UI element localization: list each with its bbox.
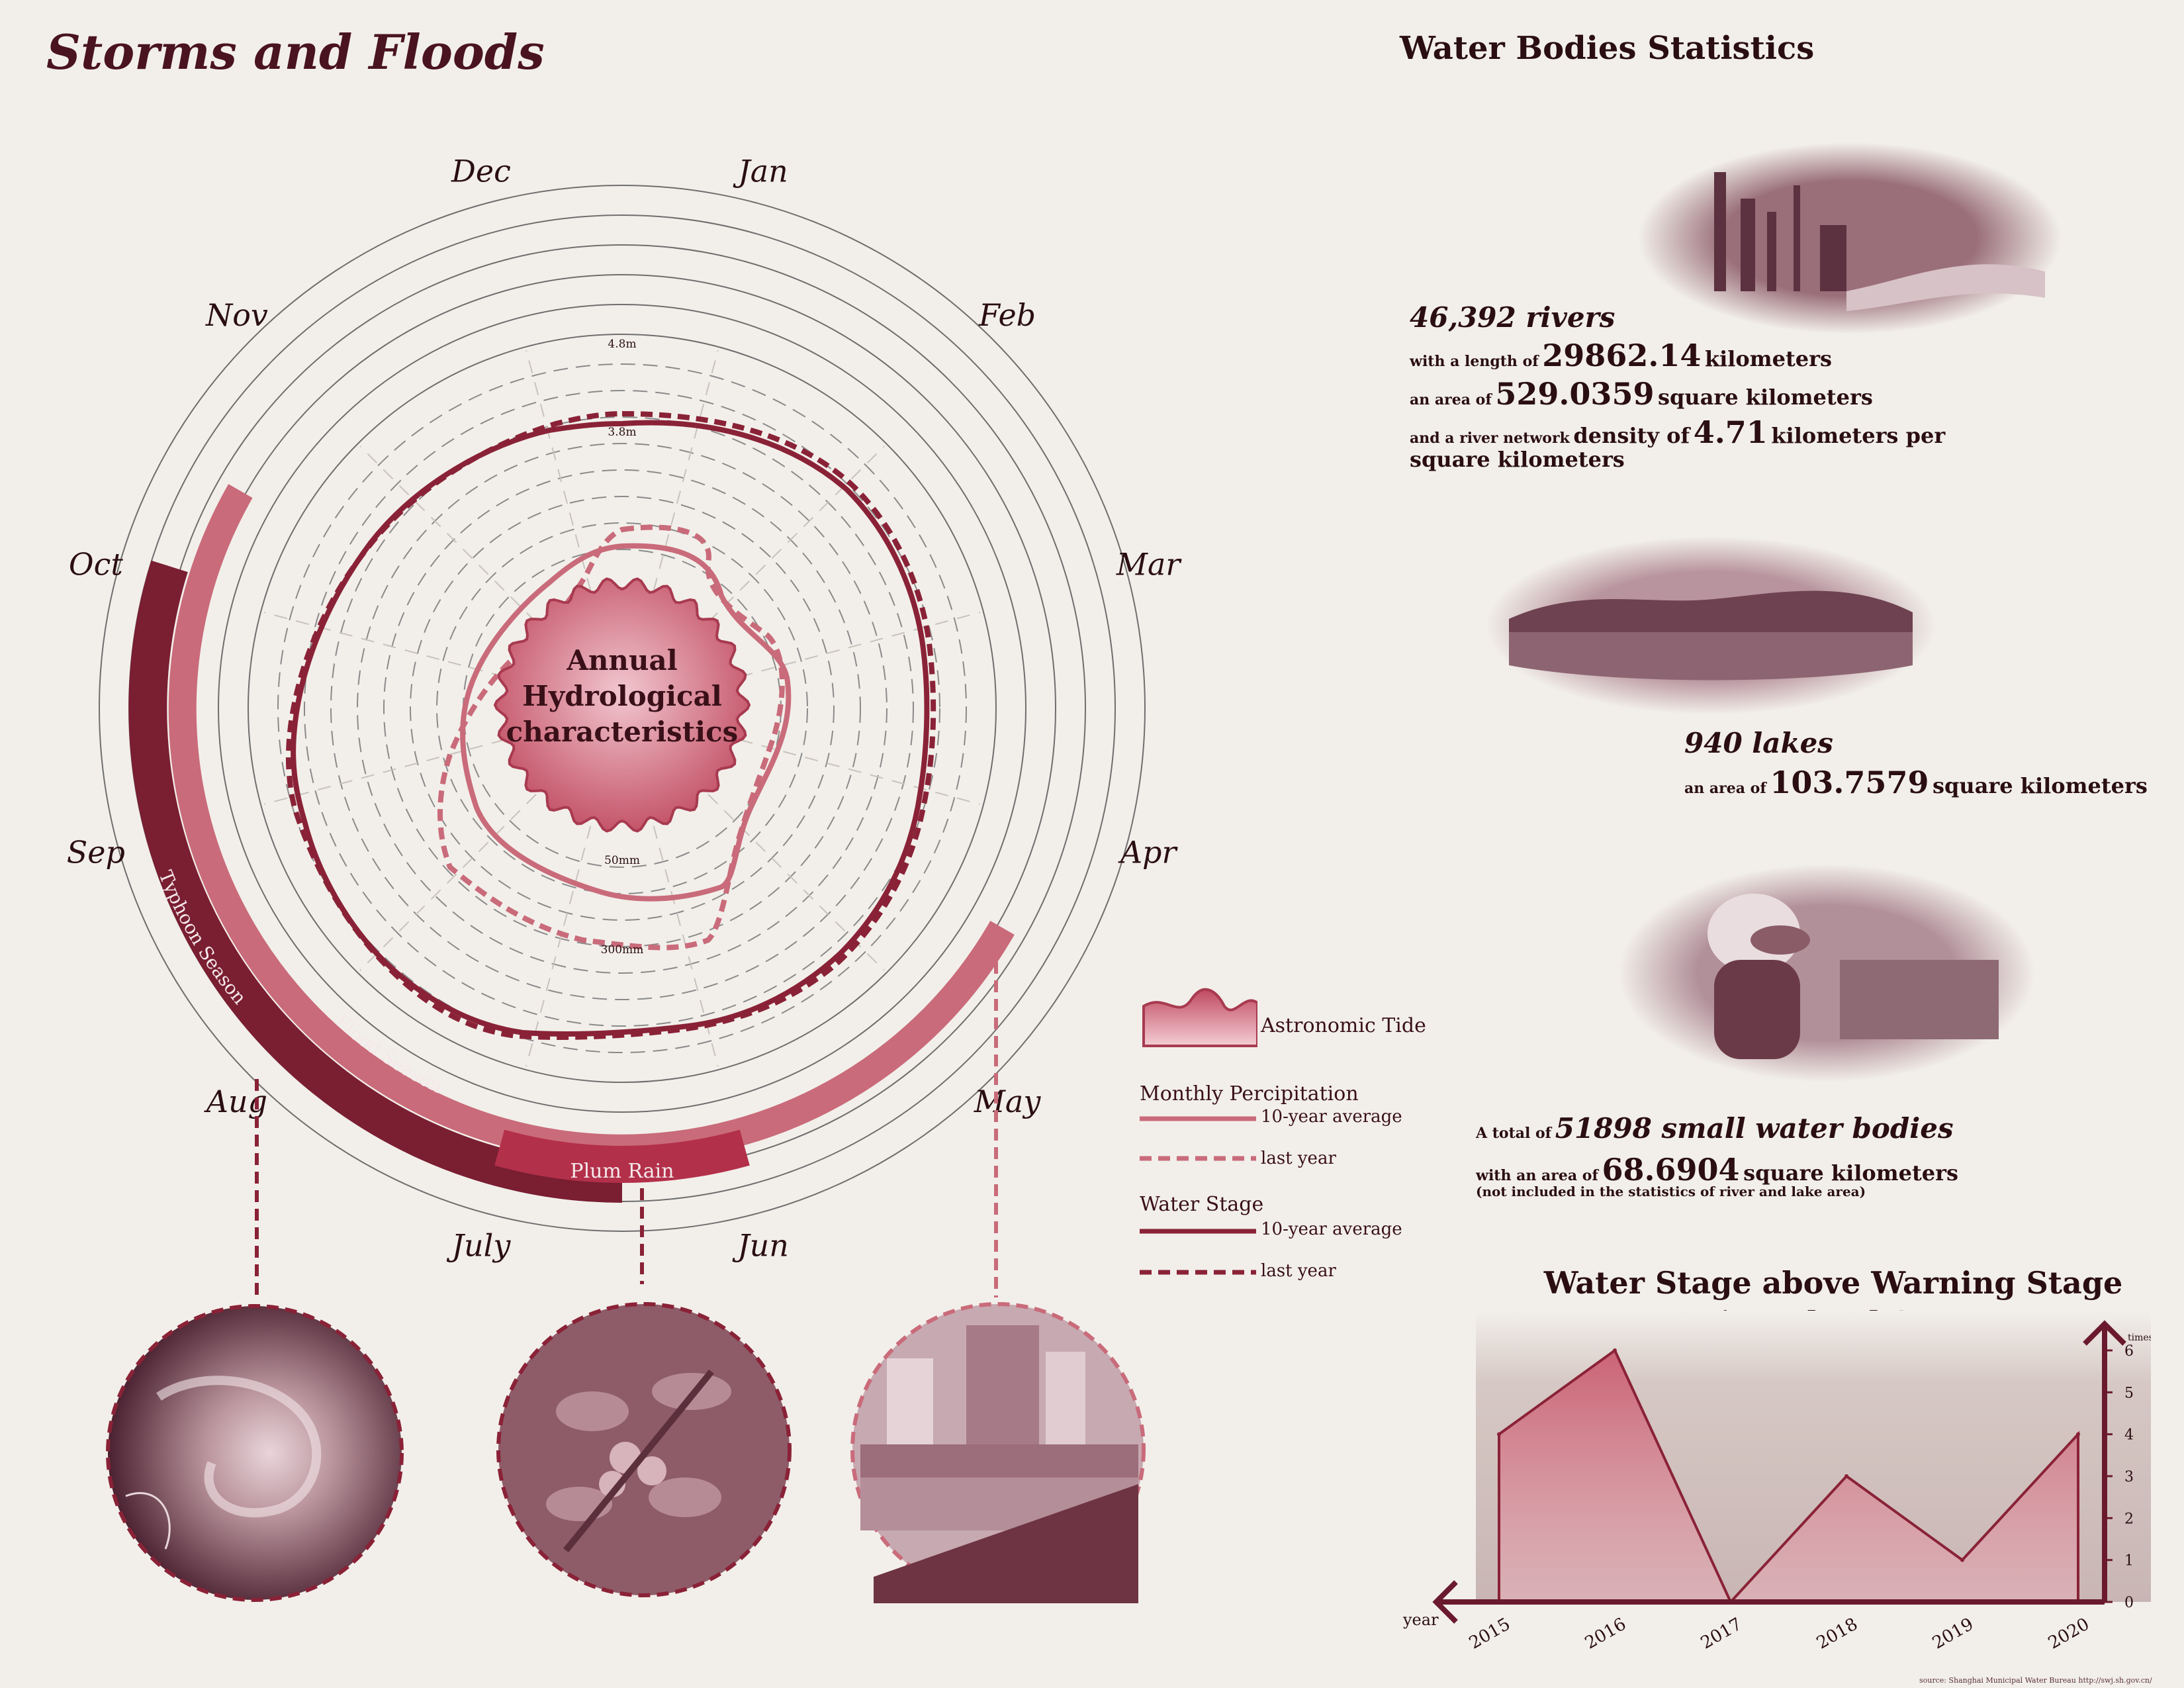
- data-point-2015: [1497, 1432, 1501, 1436]
- radial-spoke: [717, 612, 981, 684]
- y-tick-3: 3: [2124, 1469, 2134, 1485]
- y-tick-6: 6: [2124, 1343, 2134, 1360]
- rivers-area: an area of 529.0359 square kilometers: [1410, 376, 1873, 412]
- x-axis-label: year: [1402, 1611, 1439, 1629]
- month-label-apr: Apr: [1118, 834, 1179, 870]
- x-tick-2017: 2017: [1698, 1615, 1745, 1654]
- x-tick-2020: 2020: [2045, 1615, 2093, 1654]
- y-axis-arrow: [2083, 1320, 2126, 1346]
- ring-inner-2: [304, 390, 940, 1027]
- small-water-bodies-count: A total of 51898 small water bodies: [1476, 1112, 1954, 1145]
- month-label-sep: Sep: [67, 834, 125, 870]
- rivers-density: and a river network density of 4.71 kilo…: [1410, 414, 1946, 450]
- ring-label-3-8m: 3.8m: [608, 426, 636, 439]
- astronomic-tide-icon: [1142, 988, 1257, 1047]
- radial-spoke: [525, 350, 598, 613]
- data-point-2018: [1844, 1474, 1848, 1478]
- ring-label-300mm: 300mm: [601, 943, 644, 957]
- y-tick-2: 2: [2124, 1511, 2134, 1527]
- small-water-bodies-note: (not included in the statistics of river…: [1476, 1184, 1866, 1199]
- center-label-line3: characteristics: [506, 716, 739, 748]
- typhoon-satellite-photo: [106, 1304, 404, 1602]
- legend-precip-avg-label: 10-year average: [1261, 1107, 1402, 1127]
- plum-fruit-photo: [496, 1302, 792, 1597]
- center-badge: [493, 577, 751, 833]
- small-water-bodies-area: with an area of 68.6904 square kilometer…: [1476, 1152, 1958, 1188]
- plum-rain-arc: [494, 1129, 750, 1183]
- data-point-2019: [1960, 1558, 1964, 1562]
- x-tick-2018: 2018: [1813, 1615, 1861, 1654]
- y-tick-5: 5: [2124, 1385, 2134, 1401]
- x-tick-2019: 2019: [1929, 1615, 1977, 1654]
- center-label-line1: Annual: [566, 644, 677, 677]
- precip-10yr-average-curve: [460, 543, 792, 902]
- plum-rain-label: Plum Rain: [570, 1160, 674, 1183]
- radial-spoke: [647, 350, 719, 613]
- water-bodies-title: Water Bodies Statistics: [1400, 30, 1815, 67]
- lakes-count: 940 lakes: [1684, 727, 1833, 759]
- ring-outer-1: [99, 185, 1146, 1232]
- duck-statue-photo: [1618, 864, 2035, 1082]
- y-tick-0: 0: [2124, 1595, 2134, 1611]
- ring-outer-5: [218, 304, 1026, 1113]
- month-label-oct: Oct: [69, 547, 123, 583]
- month-label-dec: Dec: [451, 154, 511, 189]
- x-tick-2015: 2015: [1466, 1615, 1514, 1654]
- y-axis-label: times: [2128, 1333, 2151, 1343]
- data-point-2020: [2076, 1432, 2080, 1436]
- ring-inner-1: [277, 363, 967, 1053]
- legend-stage-last-label: last year: [1261, 1261, 1336, 1281]
- lakes-area: an area of 103.7579 square kilometers: [1684, 765, 2148, 800]
- photo-connectors: [255, 943, 998, 1297]
- water-stage-chart: 0 1 2 3 4 5 6 2015 2016 2017 2018 2019 2020 year ti…: [1402, 1311, 2151, 1654]
- source-note: source: Shanghai Municipal Water Bureau …: [1919, 1676, 2152, 1685]
- page-title: Storms and Floods: [46, 24, 545, 80]
- month-label-nov: Nov: [205, 297, 268, 333]
- skyline-photo: [1638, 142, 2062, 334]
- data-point-2016: [1613, 1348, 1617, 1352]
- radial-spoke: [263, 733, 527, 805]
- radial-spoke: [263, 612, 527, 684]
- y-tick-labels: 0 1 2 3 4 5 6: [2105, 1343, 2134, 1611]
- radial-spoke: [692, 445, 885, 639]
- rivers-count: 46,392 rivers: [1410, 301, 1615, 334]
- stage-last-year-curve: [285, 410, 936, 1040]
- x-tick-labels: 2015 2016 2017 2018 2019 2020: [1466, 1615, 2093, 1654]
- typhoon-season-arc: [128, 560, 623, 1203]
- radial-spoke: [359, 778, 553, 971]
- radial-spoke: [717, 733, 981, 805]
- month-label-july: July: [447, 1227, 512, 1263]
- ring-label-50mm: 50mm: [604, 854, 640, 867]
- ring-inner-4: [357, 443, 887, 974]
- x-axis-arrow: [1432, 1580, 1458, 1624]
- lake-photo: [1486, 536, 1936, 715]
- waibaidu-bridge-photo: [850, 1302, 1146, 1603]
- legend-tide-label: Astronomic Tide: [1261, 1014, 1426, 1037]
- y-tick-1: 1: [2124, 1553, 2134, 1570]
- legend-stage-avg-label: 10-year average: [1261, 1219, 1402, 1239]
- month-label-jan: Jan: [733, 154, 788, 189]
- ring-inner-6: [410, 496, 835, 921]
- flood-season-arc: [168, 484, 1015, 1163]
- ring-label-4-8m: 4.8m: [608, 338, 636, 351]
- legend-stage-heading: Water Stage: [1140, 1193, 1264, 1216]
- x-tick-2016: 2016: [1582, 1615, 1629, 1654]
- legend-precip-heading: Monthly Percipitation: [1140, 1082, 1359, 1105]
- ring-inner-7: [436, 522, 808, 894]
- month-label-feb: Feb: [978, 297, 1036, 333]
- precip-last-year-curve: [437, 524, 785, 951]
- radial-chart: Typhoon Season Flood Season Plum Rain An…: [67, 154, 1257, 1297]
- legend-precip-last-label: last year: [1261, 1149, 1336, 1168]
- month-label-jun: Jun: [732, 1227, 789, 1263]
- month-label-mar: Mar: [1116, 547, 1183, 583]
- rivers-length: with a length of 29862.14 kilometers: [1410, 338, 1832, 373]
- month-label-may: May: [974, 1084, 1042, 1119]
- center-label-line2: Hydrological: [522, 680, 722, 712]
- rivers-density-unit: square kilometers: [1410, 447, 1625, 472]
- y-tick-4: 4: [2124, 1427, 2134, 1444]
- ring-outer-6: [248, 334, 997, 1083]
- ring-inner-3: [330, 416, 914, 1000]
